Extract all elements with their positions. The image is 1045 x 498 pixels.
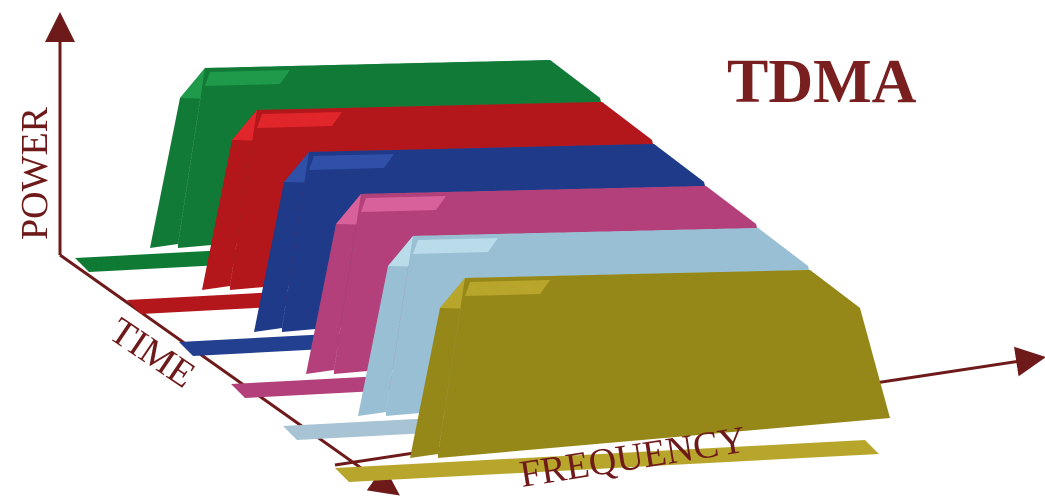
time-axis-label: TIME <box>102 310 202 397</box>
slot-highlight <box>309 154 394 170</box>
slot-highlight <box>413 238 498 254</box>
power-axis-label: POWER <box>14 106 56 240</box>
slot-rise-face <box>150 68 205 248</box>
slot-rise-face <box>306 194 361 374</box>
time-axis-line <box>59 253 400 496</box>
slot-rise-face <box>202 110 257 290</box>
slot-highlight <box>361 196 446 212</box>
slot-front-face <box>438 270 890 458</box>
slot-highlight <box>205 70 290 86</box>
slot-highlight <box>465 280 550 296</box>
slot-rise-face <box>254 152 309 332</box>
slot-rise-face <box>410 278 465 458</box>
slot-highlight <box>257 112 342 128</box>
slot-floor <box>335 440 879 482</box>
slot-rise-face <box>358 236 413 416</box>
time-slot-6 <box>335 270 890 482</box>
time-slots <box>75 60 890 482</box>
diagram-title: TDMA <box>727 48 917 116</box>
